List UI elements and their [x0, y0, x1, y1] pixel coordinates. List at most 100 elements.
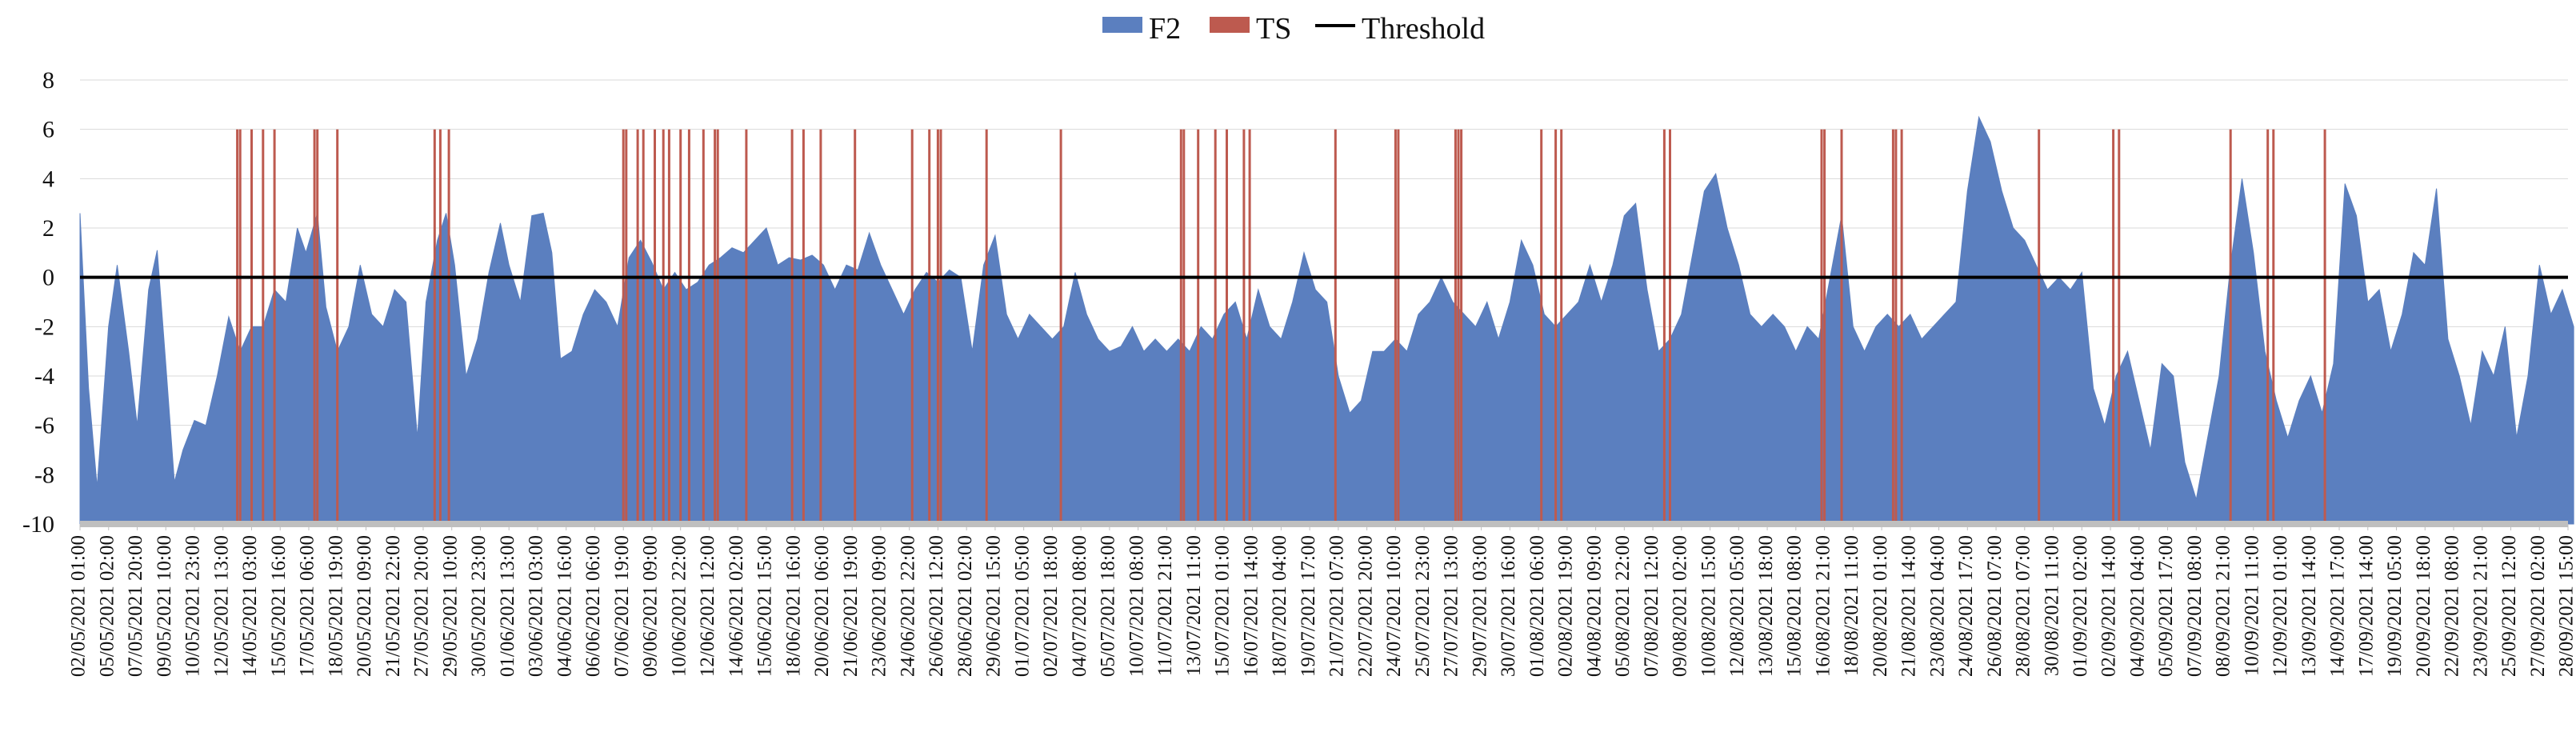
x-axis: 02/05/2021 01:00 05/05/2021 02:00 07/05/20… [68, 521, 2576, 677]
x-tick-label: 05/05/2021 02:00 [96, 535, 118, 677]
x-tick-label: 20/06/2021 06:00 [811, 535, 833, 677]
f2-area [79, 115, 2574, 525]
ts-bar [336, 129, 339, 524]
x-tick-label: 30/07/2021 16:00 [1498, 535, 1519, 677]
x-tick-label: 07/08/2021 12:00 [1641, 535, 1662, 677]
ts-bar [2229, 129, 2232, 524]
x-tick-label: 01/09/2021 02:00 [2070, 535, 2091, 677]
ts-bar [1840, 129, 1843, 524]
x-tick-label: 23/09/2021 21:00 [2470, 535, 2492, 677]
ts-bar [1059, 129, 1062, 524]
ts-bar [687, 129, 690, 524]
ts-bar [802, 129, 805, 524]
x-tick-label: 10/09/2021 11:00 [2242, 535, 2263, 676]
x-tick-label: 01/08/2021 06:00 [1526, 535, 1548, 677]
x-tick-label: 24/06/2021 22:00 [897, 535, 918, 677]
y-tick-label: -8 [34, 462, 54, 488]
ts-bar [662, 129, 665, 524]
ts-bar [433, 129, 436, 524]
x-tick-label: 16/08/2021 21:00 [1812, 535, 1834, 677]
ts-bar [2038, 129, 2041, 524]
x-tick-label: 21/08/2021 14:00 [1898, 535, 1920, 677]
ts-bar [1197, 129, 1200, 524]
x-tick-label: 14/09/2021 17:00 [2327, 535, 2349, 677]
x-tick-label: 05/08/2021 22:00 [1612, 535, 1634, 677]
ts-bar [1554, 129, 1558, 524]
x-tick-label: 06/06/2021 06:00 [582, 535, 604, 677]
ts-bar [438, 129, 442, 524]
y-tick-label: 6 [42, 117, 54, 143]
x-tick-label: 26/08/2021 07:00 [1984, 535, 2006, 677]
x-tick-label: 26/06/2021 12:00 [926, 535, 947, 677]
x-tick-label: 30/05/2021 23:00 [468, 535, 490, 677]
x-tick-label: 02/05/2021 01:00 [68, 535, 90, 677]
x-tick-label: 17/05/2021 06:00 [297, 535, 318, 677]
x-tick-label: 08/09/2021 21:00 [2213, 535, 2234, 677]
x-tick-label: 04/07/2021 08:00 [1069, 535, 1090, 677]
x-tick-label: 13/07/2021 11:00 [1183, 535, 1205, 676]
ts-bar [1457, 129, 1460, 524]
y-tick-label: 4 [42, 166, 54, 192]
ts-bar [622, 129, 625, 524]
ts-bar [939, 129, 942, 524]
x-tick-label: 10/06/2021 22:00 [668, 535, 690, 677]
x-tick-label: 10/08/2021 15:00 [1698, 535, 1719, 677]
x-tick-label: 28/09/2021 15:00 [2556, 535, 2576, 677]
ts-bar [636, 129, 639, 524]
x-tick-label: 12/09/2021 01:00 [2270, 535, 2291, 677]
x-tick-label: 29/06/2021 15:00 [983, 535, 1005, 677]
ts-bar [936, 129, 939, 524]
y-tick-label: -4 [34, 363, 54, 390]
x-tick-label: 18/07/2021 04:00 [1269, 535, 1290, 677]
ts-bar [250, 129, 253, 524]
ts-bar [985, 129, 988, 524]
y-tick-label: 2 [42, 215, 54, 242]
ts-bar [1669, 129, 1671, 524]
x-tick-label: 12/08/2021 05:00 [1726, 535, 1748, 677]
x-tick-label: 01/07/2021 05:00 [1011, 535, 1033, 677]
x-tick-label: 23/08/2021 04:00 [1926, 535, 1948, 677]
ts-bar [1182, 129, 1186, 524]
x-tick-label: 02/08/2021 19:00 [1555, 535, 1577, 677]
ts-bar [790, 129, 794, 524]
y-tick-label: -6 [34, 413, 54, 439]
x-tick-label: 09/05/2021 10:00 [154, 535, 175, 677]
x-tick-label: 25/07/2021 23:00 [1412, 535, 1434, 677]
x-tick-label: 07/09/2021 08:00 [2184, 535, 2206, 677]
ts-bar [745, 129, 748, 524]
x-tick-label: 17/09/2021 14:00 [2356, 535, 2378, 677]
ts-bar [1662, 129, 1666, 524]
x-tick-label: 07/05/2021 20:00 [125, 535, 146, 677]
x-tick-label: 03/06/2021 03:00 [526, 535, 547, 677]
legend-ts-label: TS [1256, 12, 1291, 46]
ts-bar [2323, 129, 2326, 524]
x-tick-label: 15/06/2021 15:00 [754, 535, 776, 677]
x-tick-label: 21/07/2021 07:00 [1326, 535, 1348, 677]
x-tick-label: 28/08/2021 07:00 [2013, 535, 2034, 677]
x-tick-label: 14/05/2021 03:00 [239, 535, 261, 677]
x-tick-label: 07/06/2021 19:00 [611, 535, 633, 677]
ts-bar [2118, 129, 2121, 524]
x-tick-label: 22/07/2021 20:00 [1354, 535, 1376, 677]
ts-bar [716, 129, 719, 524]
ts-bar [1540, 129, 1543, 524]
x-tick-label: 04/08/2021 09:00 [1583, 535, 1605, 677]
x-tick-label: 02/09/2021 14:00 [2098, 535, 2120, 677]
x-tick-label: 04/06/2021 16:00 [554, 535, 575, 677]
ts-bar [1397, 129, 1400, 524]
ts-bar [654, 129, 656, 524]
ts-bar [447, 129, 450, 524]
x-tick-label: 20/05/2021 09:00 [354, 535, 375, 677]
ts-bar [1894, 129, 1898, 524]
ts-bar [1560, 129, 1563, 524]
x-tick-label: 30/08/2021 11:00 [2041, 535, 2062, 676]
ts-bar [910, 129, 914, 524]
legend-threshold-label: Threshold [1362, 12, 1485, 46]
x-tick-label: 29/07/2021 03:00 [1469, 535, 1490, 677]
ts-series [236, 129, 2326, 524]
x-tick-label: 20/08/2021 01:00 [1870, 535, 1891, 677]
x-tick-label: 04/09/2021 04:00 [2127, 535, 2149, 677]
ts-bar [1226, 129, 1228, 524]
x-tick-label: 29/05/2021 10:00 [439, 535, 461, 677]
x-tick-label: 15/05/2021 16:00 [268, 535, 290, 677]
